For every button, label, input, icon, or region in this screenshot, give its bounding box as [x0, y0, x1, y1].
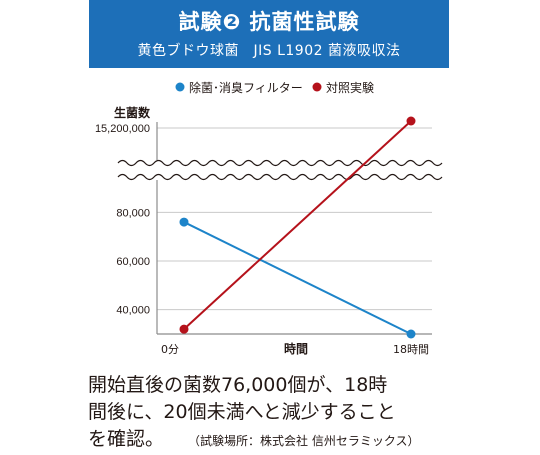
series-line [183, 221, 412, 335]
y-tick-label: 60,000 [116, 256, 150, 268]
line-chart: 除菌･消臭フィルター 対照実験 40,000 60,000 80,000 15,200,… [95, 80, 443, 356]
x-tick-label: 0分 [161, 343, 179, 356]
tick-labels: 40,000 60,000 80,000 15,200,000 生菌数 0分 18時間 時間 [95, 105, 429, 356]
axis-break-fill [118, 160, 432, 180]
series-lines [179, 116, 416, 339]
legend: 除菌･消臭フィルター 対照実験 [175, 80, 374, 95]
grid [157, 127, 432, 311]
caption-line-3-text: を確認。 [88, 428, 165, 450]
x-axis-title: 時間 [284, 341, 308, 356]
y-tick-label: 40,000 [116, 305, 150, 317]
chart-header: 試験❷ 抗菌性試験 黄色ブドウ球菌 JIS L1902 菌液吸収法 [89, 0, 449, 68]
series-line [183, 120, 412, 330]
legend-marker [312, 82, 322, 92]
y-axis-title: 生菌数 [114, 105, 151, 120]
x-tick-label: 18時間 [393, 343, 429, 356]
test-source: （試験場所：株式会社 信州セラミックス） [194, 434, 420, 448]
caption: 開始直後の菌数76,000個が、18時 間後に、20個未満へと減少すること を確… [88, 372, 488, 455]
y-tick-label: 15,200,000 [95, 123, 150, 135]
axes [156, 122, 432, 335]
data-point [179, 324, 189, 334]
caption-line-2: 間後に、20個未満へと減少すること [88, 401, 396, 423]
caption-line-3: を確認。 （試験場所：株式会社 信州セラミックス） [88, 426, 488, 455]
legend-label: 対照実験 [326, 80, 374, 95]
axis-break [117, 159, 443, 181]
caption-line-1: 開始直後の菌数76,000個が、18時 [88, 374, 388, 396]
y-tick-label: 80,000 [116, 207, 150, 219]
data-point [406, 329, 416, 339]
data-point [406, 116, 416, 126]
legend-marker [175, 82, 185, 92]
chart-subtitle: 黄色ブドウ球菌 JIS L1902 菌液吸収法 [137, 43, 401, 59]
axis-break-wave-top [117, 159, 443, 167]
data-point [179, 217, 189, 227]
chart-title: 試験❷ 抗菌性試験 [178, 10, 360, 34]
legend-label: 除菌･消臭フィルター [189, 80, 303, 95]
axis-break-wave-bottom [117, 173, 443, 181]
